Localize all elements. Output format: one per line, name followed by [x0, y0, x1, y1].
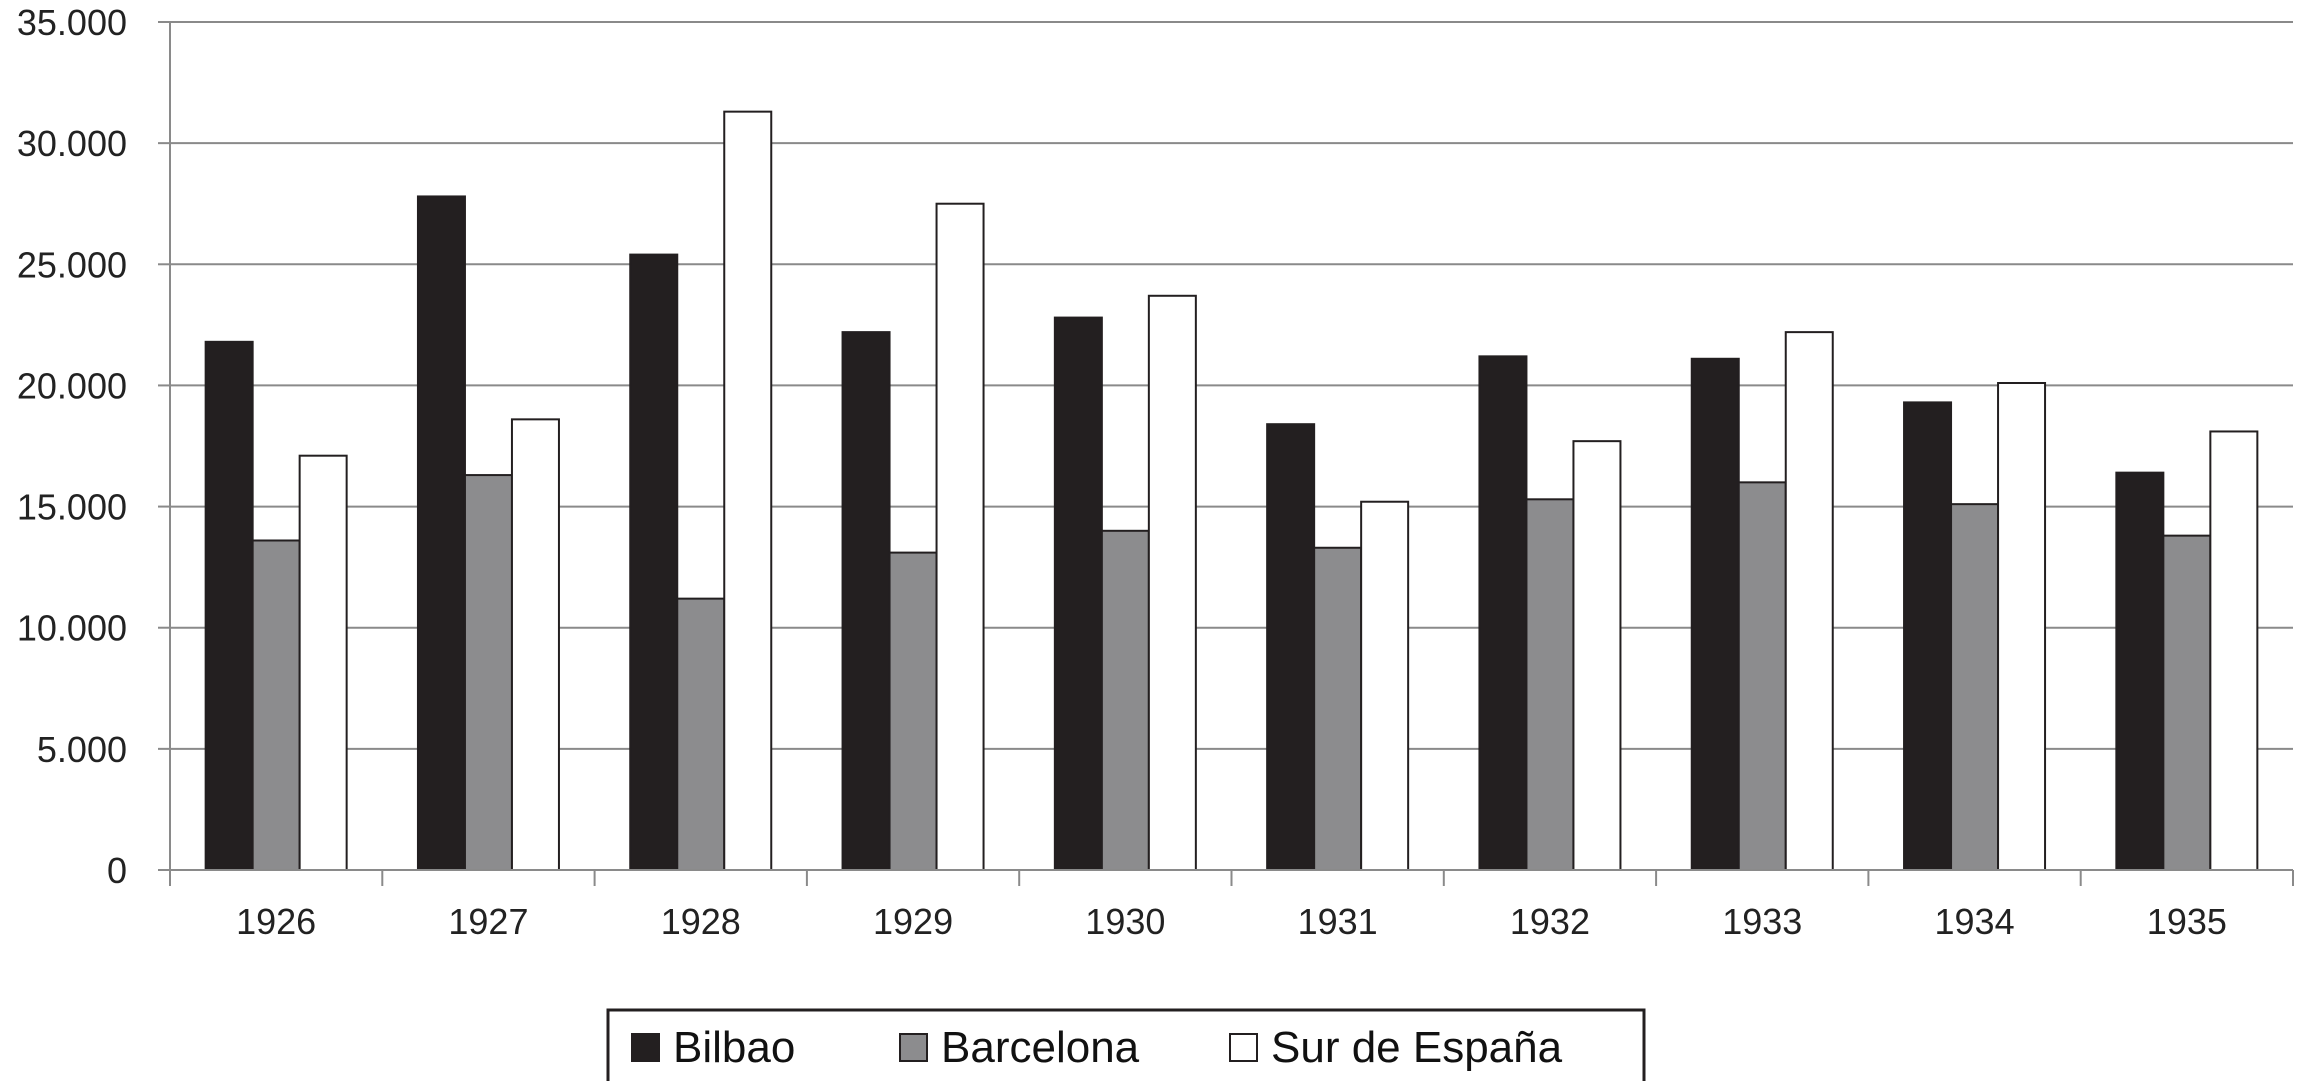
x-tick-label: 1930 [1085, 901, 1165, 942]
y-tick-label: 15.000 [17, 487, 127, 528]
x-tick-label: 1927 [448, 901, 528, 942]
y-tick-label: 25.000 [17, 244, 127, 285]
legend-label: Sur de España [1271, 1023, 1563, 1072]
y-tick-label: 20.000 [17, 365, 127, 406]
legend-swatch [631, 1033, 660, 1062]
x-tick-label: 1928 [661, 901, 741, 942]
bar-sur-de-espa-a-1931 [1360, 500, 1410, 871]
x-tick-label: 1932 [1510, 901, 1590, 942]
bar-bilbao-1930 [1053, 316, 1103, 871]
bar-bilbao-1926 [204, 340, 254, 871]
bar-barcelona-1928 [676, 597, 726, 871]
bar-bilbao-1932 [1478, 355, 1528, 871]
y-tick-labels: 0 5.000 10.000 15.000 20.000 25.000 30.000 35.0… [17, 2, 127, 891]
bars [204, 110, 2259, 872]
bar-barcelona-1935 [2162, 534, 2212, 871]
bar-sur-de-espa-a-1930 [1147, 294, 1197, 872]
bar-sur-de-espa-a-1928 [723, 110, 773, 872]
bar-sur-de-espa-a-1935 [2209, 430, 2259, 871]
bar-bilbao-1927 [416, 195, 466, 871]
bar-barcelona-1932 [1525, 498, 1575, 871]
bar-bilbao-1928 [629, 253, 679, 871]
bar-barcelona-1926 [251, 539, 301, 872]
bar-sur-de-espa-a-1934 [1997, 382, 2047, 871]
bar-bilbao-1931 [1266, 423, 1316, 871]
x-tick-label: 1933 [1722, 901, 1802, 942]
legend: Bilbao Barcelona Sur de España [606, 1008, 1646, 1081]
bar-barcelona-1931 [1313, 546, 1363, 871]
bar-barcelona-1927 [463, 474, 513, 871]
bar-barcelona-1933 [1737, 481, 1787, 871]
x-tick-label: 1929 [873, 901, 953, 942]
bar-sur-de-espa-a-1933 [1784, 331, 1834, 871]
legend-label: Barcelona [941, 1023, 1140, 1072]
axes [158, 21, 2294, 886]
bar-bilbao-1935 [2115, 471, 2165, 871]
y-tick-label: 0 [107, 850, 127, 891]
legend-swatch [899, 1033, 928, 1062]
legend-swatch [1229, 1033, 1258, 1062]
bar-sur-de-espa-a-1927 [510, 418, 560, 871]
bar-barcelona-1930 [1100, 529, 1150, 871]
bar-sur-de-espa-a-1926 [298, 454, 348, 871]
x-tick-label: 1926 [236, 901, 316, 942]
bar-bilbao-1929 [841, 331, 891, 871]
bar-bilbao-1934 [1903, 401, 1953, 871]
bar-barcelona-1929 [888, 551, 938, 871]
bar-bilbao-1933 [1690, 357, 1740, 871]
legend-box [606, 1008, 1646, 1081]
y-tick-label: 35.000 [17, 2, 127, 43]
y-tick-label: 5.000 [37, 729, 127, 770]
x-tick-label: 1931 [1298, 901, 1378, 942]
x-tick-labels: 1926 1927 1928 1929 1930 1931 1932 1933 1934 1935 [236, 901, 2227, 942]
y-tick-label: 30.000 [17, 123, 127, 164]
bar-sur-de-espa-a-1929 [935, 202, 985, 871]
bar-barcelona-1934 [1950, 503, 2000, 871]
legend-label: Bilbao [673, 1023, 795, 1072]
y-tick-label: 10.000 [17, 608, 127, 649]
x-tick-label: 1935 [2147, 901, 2227, 942]
bar-sur-de-espa-a-1932 [1572, 440, 1622, 871]
x-tick-label: 1934 [1935, 901, 2015, 942]
